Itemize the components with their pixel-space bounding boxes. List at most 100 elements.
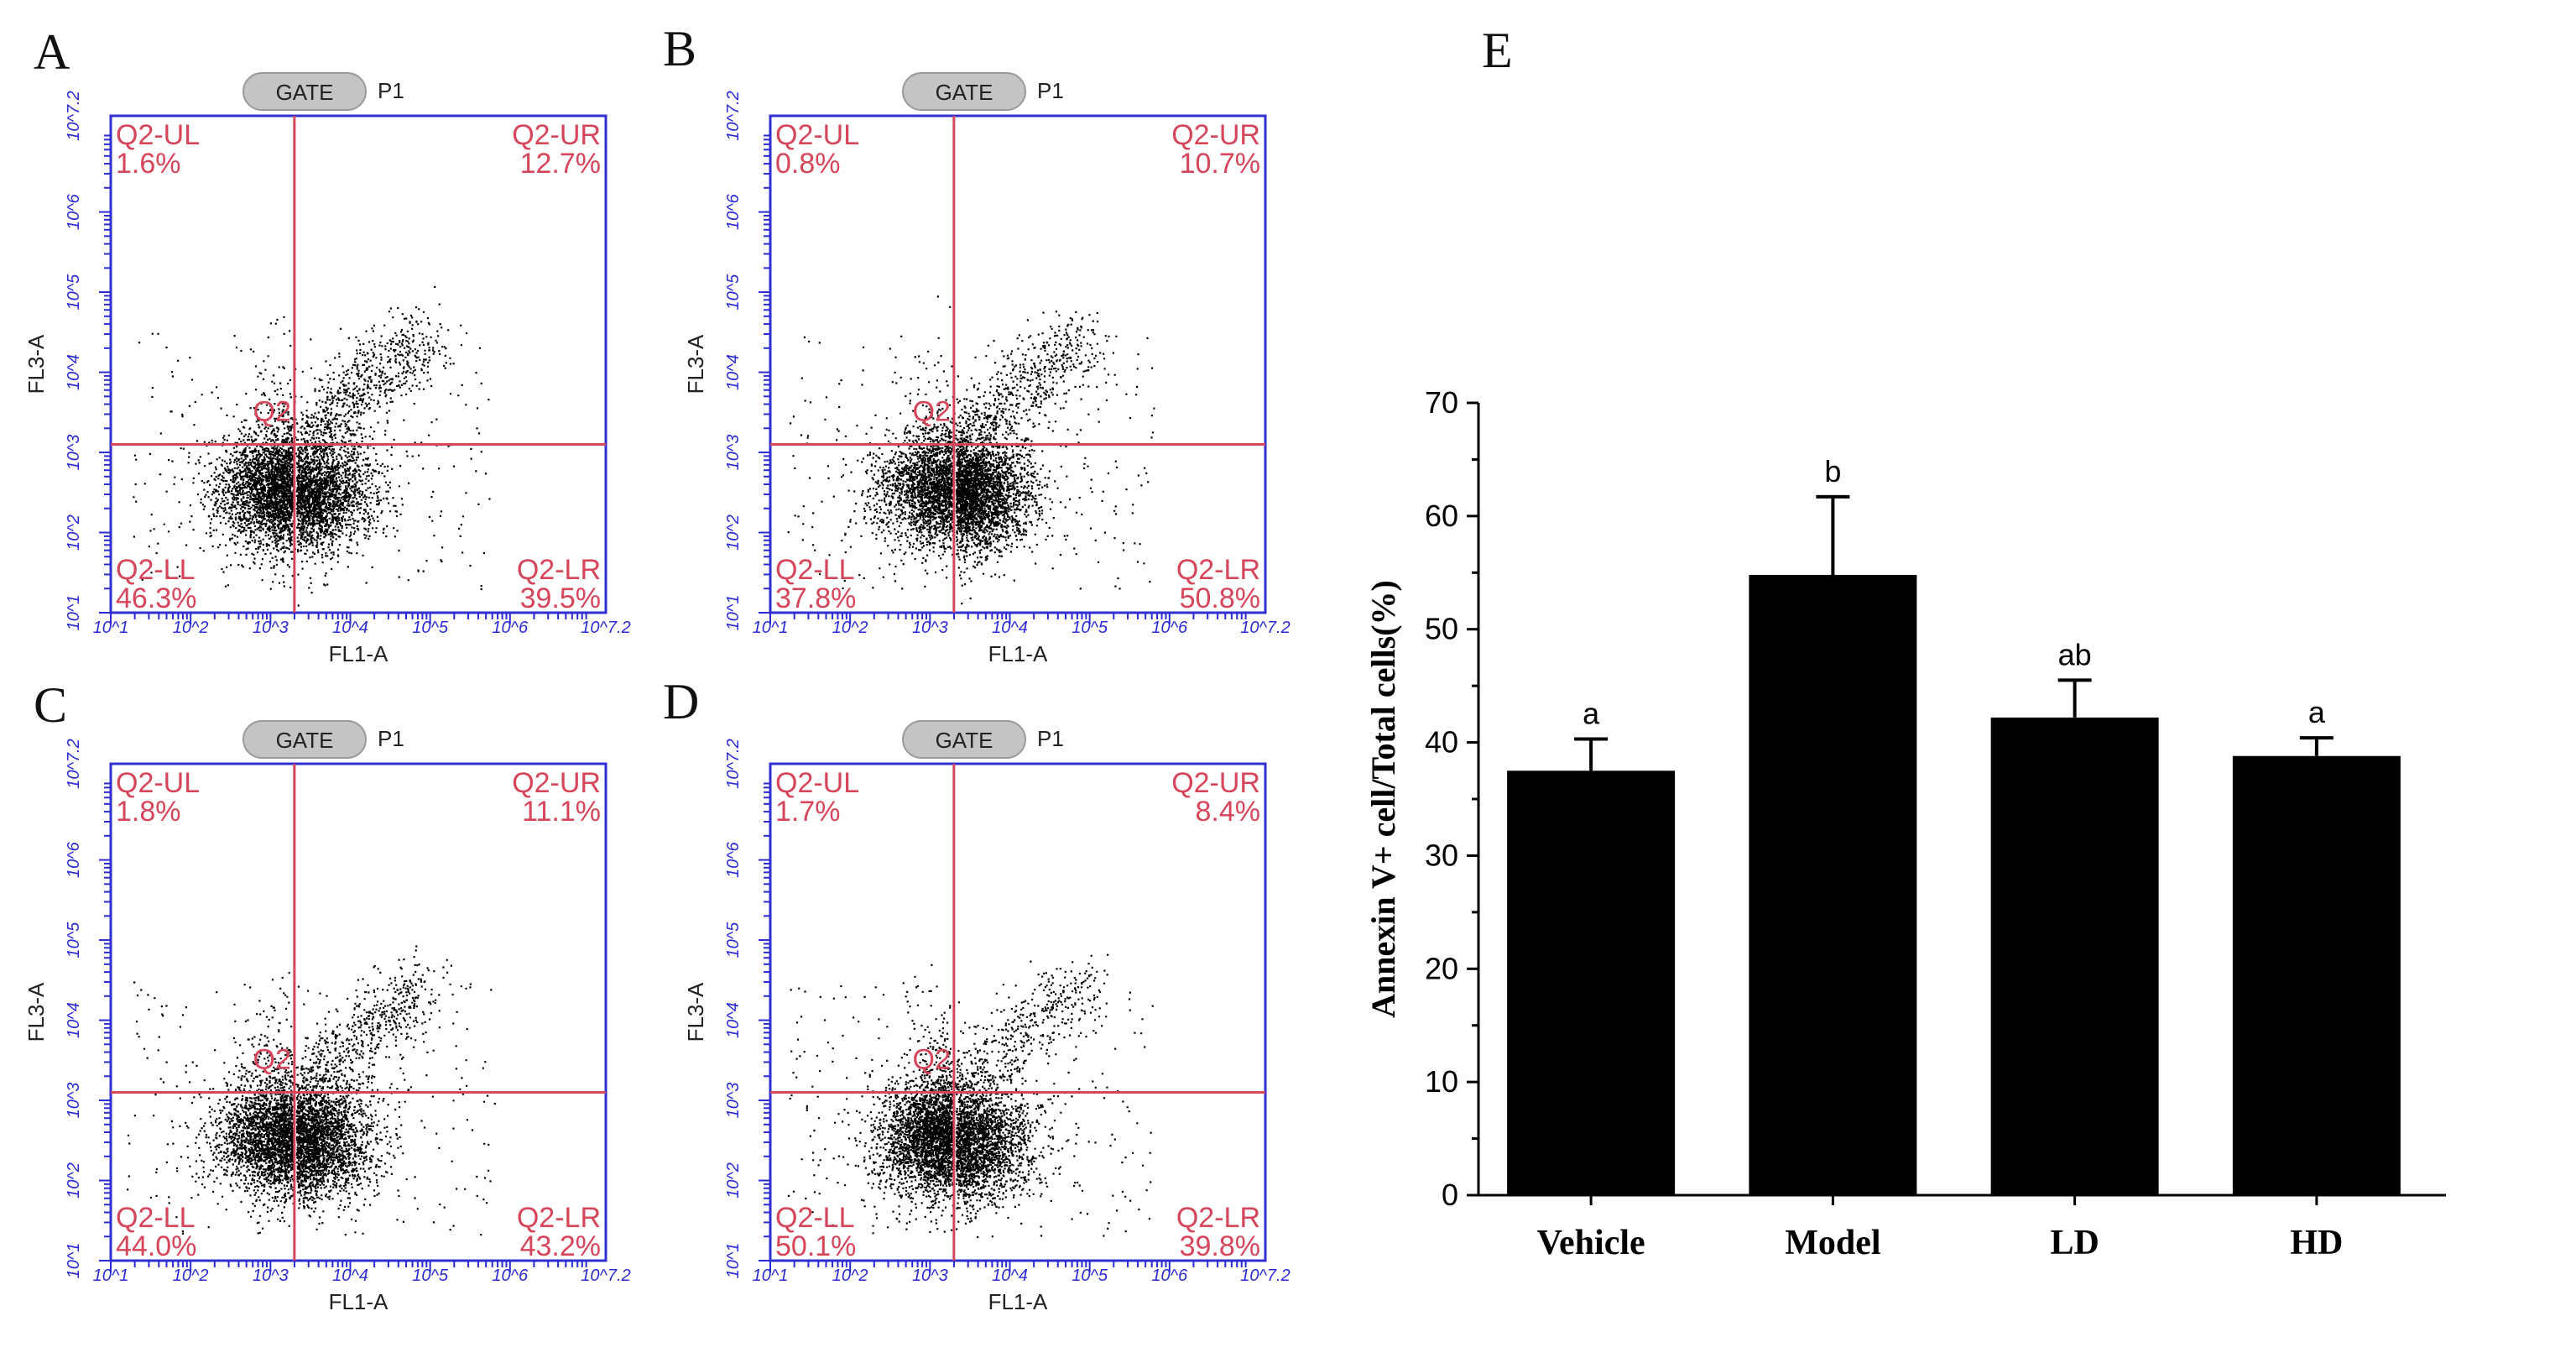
x-tick-label: LD <box>2050 1224 2099 1262</box>
flow-panel-b: GATE P1 10^1 10^1 10^2 10^2 10^3 10^3 10^4 10^4 10… <box>683 72 1291 666</box>
quadrant-ll-value: 50.1% <box>775 1230 856 1262</box>
gate-badge-label: GATE <box>276 80 334 105</box>
scatter-points <box>127 945 496 1236</box>
y-tick-label: 10^3 <box>65 435 83 471</box>
quadrant-lr-value: 50.8% <box>1180 582 1260 614</box>
y-tick-label: 0 <box>1442 1178 1458 1212</box>
y-tick-label: 10^4 <box>724 354 743 390</box>
x-tick-label: 10^7.2 <box>1240 1267 1290 1285</box>
x-tick-label: 10^3 <box>253 619 289 637</box>
flow-panel-c: GATE P1 10^1 10^1 10^2 10^2 10^3 10^3 10^4 10^4 10… <box>23 720 631 1314</box>
gate-name: P1 <box>1037 78 1064 103</box>
x-tick-label: 10^2 <box>173 619 209 637</box>
bar-hd <box>2232 755 2401 1195</box>
y-tick-label: 10^7.2 <box>65 91 83 140</box>
y-tick-label: 60 <box>1425 499 1458 533</box>
gate-badge <box>902 72 1026 111</box>
quadrant-ur-label: Q2-UR <box>1171 119 1260 151</box>
x-axis-label: FL1-A <box>329 641 388 666</box>
scatter-points <box>787 295 1155 605</box>
x-axis-label: FL1-A <box>988 641 1048 666</box>
scatter-dots <box>787 295 1155 605</box>
x-tick-label: 10^1 <box>753 619 789 637</box>
quadrant-ll-label: Q2-LL <box>775 554 855 586</box>
scatter-points <box>787 953 1154 1239</box>
gate-badge-label: GATE <box>936 728 993 753</box>
plot-frame <box>109 762 607 1262</box>
y-tick-label: 10^3 <box>65 1083 83 1119</box>
x-tick-label: 10^4 <box>332 619 368 637</box>
quadrant-ul-label: Q2-UL <box>116 119 200 151</box>
y-tick-label: 10^1 <box>65 595 83 631</box>
y-tick-label: 10^7.2 <box>65 739 83 788</box>
x-tick-label: 10^5 <box>1072 619 1108 637</box>
quadrant-ur-value: 12.7% <box>520 148 601 180</box>
gate-label: Q2 <box>253 395 291 427</box>
gate-name: P1 <box>378 78 404 103</box>
quadrant-lr-value: 43.2% <box>520 1230 601 1262</box>
y-tick-label: 50 <box>1425 612 1458 646</box>
y-tick-label: 10^4 <box>65 1002 83 1038</box>
y-axis-label: FL3-A <box>683 334 708 394</box>
quadrant-ur-value: 8.4% <box>1196 796 1261 828</box>
x-tick-label: 10^3 <box>912 619 948 637</box>
gate-name: P1 <box>378 726 404 751</box>
y-tick-label: 10^5 <box>65 922 83 958</box>
x-axis-label: FL1-A <box>329 1289 388 1314</box>
scatter-dots <box>787 953 1154 1239</box>
plot-frame <box>769 114 1267 614</box>
y-tick-label: 10^5 <box>65 274 83 311</box>
x-tick-label: 10^7.2 <box>581 1267 630 1285</box>
quadrant-ul-label: Q2-UL <box>775 767 859 799</box>
plot-frame <box>769 762 1267 1262</box>
y-tick-label: 10^5 <box>724 922 743 958</box>
quadrant-ul-value: 1.8% <box>116 796 181 828</box>
y-tick-label: 10^5 <box>724 274 743 311</box>
panel-letter: D <box>663 674 699 729</box>
bar-vehicle <box>1507 770 1676 1195</box>
y-tick-label: 10^4 <box>65 354 83 390</box>
quadrant-ll-label: Q2-LL <box>116 554 196 586</box>
quadrant-ll-value: 46.3% <box>116 582 196 614</box>
quadrant-ll-label: Q2-LL <box>775 1202 855 1234</box>
y-tick-label: 10^1 <box>65 1243 83 1279</box>
quadrant-ur-label: Q2-UR <box>512 767 601 799</box>
quadrant-ul-label: Q2-UL <box>775 119 859 151</box>
panel-letter: C <box>34 677 67 733</box>
gate-label: Q2 <box>253 1043 291 1075</box>
flow-cytometry-panels: GATE P1 10^1 10^1 10^2 10^2 10^3 10^3 10^4 10^4 10… <box>23 21 1291 1314</box>
gate-badge <box>242 72 367 111</box>
quadrant-ul-value: 1.7% <box>775 796 841 828</box>
x-tick-label: 10^5 <box>1072 1267 1108 1285</box>
quadrant-ll-value: 37.8% <box>775 582 856 614</box>
y-tick-label: 10^2 <box>65 1162 83 1199</box>
x-tick-label: 10^1 <box>753 1267 789 1285</box>
gate-label: Q2 <box>913 1043 951 1075</box>
x-tick-label: 10^5 <box>412 1267 449 1285</box>
y-axis-label: FL3-A <box>683 982 708 1042</box>
y-tick-label: 10^3 <box>724 435 743 471</box>
y-tick-label: 10^2 <box>65 514 83 551</box>
y-tick-label: 10 <box>1425 1064 1458 1099</box>
quadrant-ul-value: 0.8% <box>775 148 841 180</box>
gate-label: Q2 <box>913 395 951 427</box>
quadrant-ll-label: Q2-LL <box>116 1202 196 1234</box>
significance-label: ab <box>2058 637 2092 671</box>
panel-letter: E <box>1482 23 1513 78</box>
flow-panel-a: GATE P1 10^1 10^1 10^2 10^2 10^3 10^3 10^4 10^4 10… <box>23 72 631 666</box>
y-tick-label: 70 <box>1425 385 1458 420</box>
y-tick-label: 10^2 <box>724 514 743 551</box>
y-tick-label: 10^1 <box>724 595 743 631</box>
quadrant-ur-value: 10.7% <box>1180 148 1260 180</box>
quadrant-lr-value: 39.8% <box>1180 1230 1260 1262</box>
quadrant-ul-value: 1.6% <box>116 148 181 180</box>
x-tick-label: 10^6 <box>492 1267 529 1285</box>
quadrant-lr-value: 39.5% <box>520 582 601 614</box>
scatter-dots <box>130 285 491 607</box>
panel-letter: A <box>34 24 70 80</box>
quadrant-ll-value: 44.0% <box>116 1230 196 1262</box>
panel-letter: B <box>663 21 696 76</box>
flow-panel-d: GATE P1 10^1 10^1 10^2 10^2 10^3 10^3 10^4 10^4 10… <box>683 720 1291 1314</box>
x-tick-label: 10^6 <box>1151 1267 1188 1285</box>
x-tick-label: 10^4 <box>332 1267 368 1285</box>
